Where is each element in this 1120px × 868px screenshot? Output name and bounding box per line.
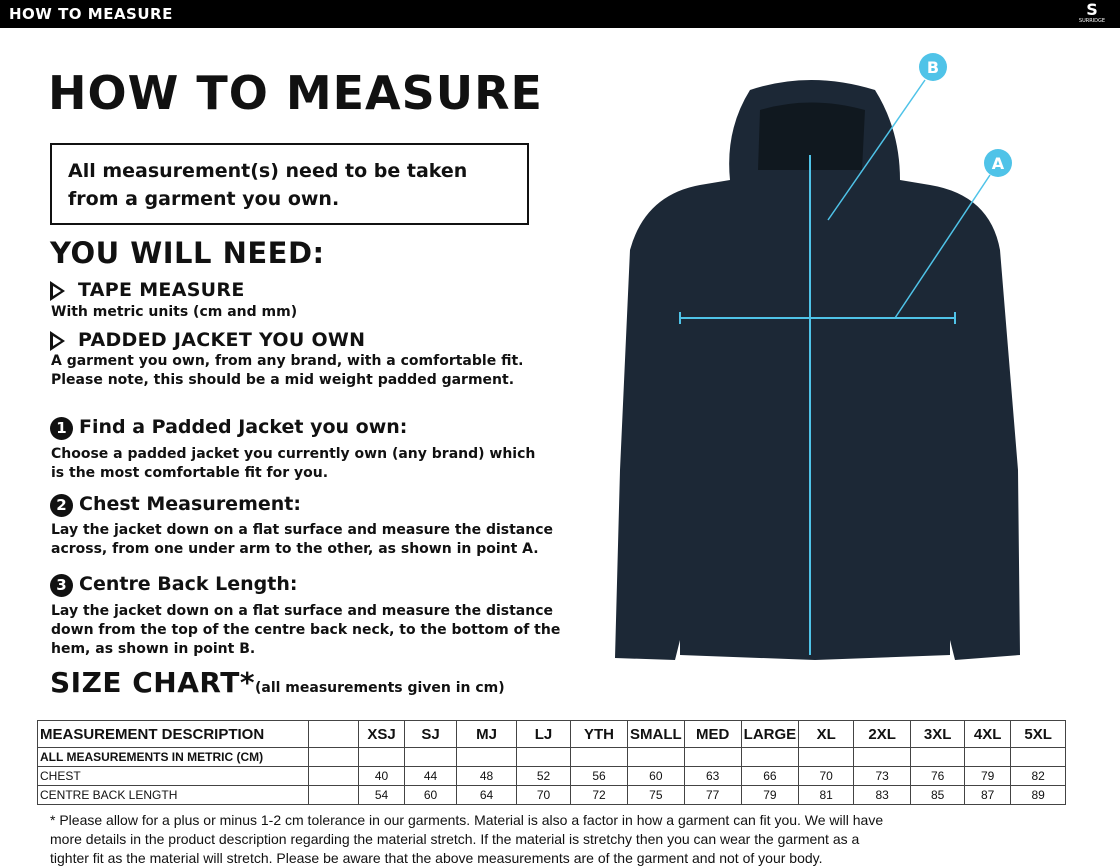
need-item-desc: With metric units (cm and mm) xyxy=(51,304,298,320)
play-triangle-icon xyxy=(50,281,65,301)
size-chart-table: MEASUREMENT DESCRIPTION XSJ SJ MJ LJ YTH SM… xyxy=(37,720,1067,805)
jacket-body xyxy=(615,80,1020,660)
size-chart-subtitle: (all measurements given in cm) xyxy=(254,680,505,696)
surridge-logo: S SURRIDGE xyxy=(1078,0,1106,25)
play-triangle-icon xyxy=(50,331,65,351)
table-row: ALL MEASUREMENTS IN METRIC (CM) xyxy=(37,747,1067,767)
footnote: * Please allow for a plus or minus 1-2 c… xyxy=(50,812,884,866)
need-item-title: TAPE MEASURE xyxy=(78,279,245,301)
step-desc: Lay the jacket down on a flat surface an… xyxy=(51,603,561,657)
table-header-row: MEASUREMENT DESCRIPTION XSJ SJ MJ LJ YTH SM… xyxy=(37,720,1067,748)
step-desc: Lay the jacket down on a flat surface an… xyxy=(51,522,553,557)
size-chart-heading: SIZE CHART*(all measurements given in cm… xyxy=(50,666,505,699)
notice-box: All measurement(s) need to be taken from… xyxy=(50,143,529,225)
point-b-label: B xyxy=(927,58,939,77)
step-number: 3 xyxy=(50,574,73,597)
table-row: CHEST 40 44 48 52 56 60 63 66 70 73 76 79 82 xyxy=(37,766,1067,786)
need-item-title: PADDED JACKET YOU OWN xyxy=(78,329,366,351)
header-title: HOW TO MEASURE xyxy=(9,5,173,23)
step-number: 1 xyxy=(50,417,73,440)
table-row: CENTRE BACK LENGTH 54 60 64 70 72 75 77 79 81 83 8… xyxy=(37,785,1067,805)
you-will-need-heading: YOU WILL NEED: xyxy=(50,236,325,270)
jacket-diagram: B A xyxy=(615,53,1020,660)
step-title: Centre Back Length: xyxy=(79,573,298,595)
need-item-desc: A garment you own, from any brand, with … xyxy=(51,353,524,388)
point-a-label: A xyxy=(992,154,1005,173)
step-title: Chest Measurement: xyxy=(79,493,301,515)
step-title: Find a Padded Jacket you own: xyxy=(79,416,408,438)
step-desc: Choose a padded jacket you currently own… xyxy=(51,446,536,481)
step-number: 2 xyxy=(50,494,73,517)
page-title: HOW TO MEASURE xyxy=(48,66,543,120)
top-bar: HOW TO MEASURE S SURRIDGE xyxy=(0,0,1120,28)
